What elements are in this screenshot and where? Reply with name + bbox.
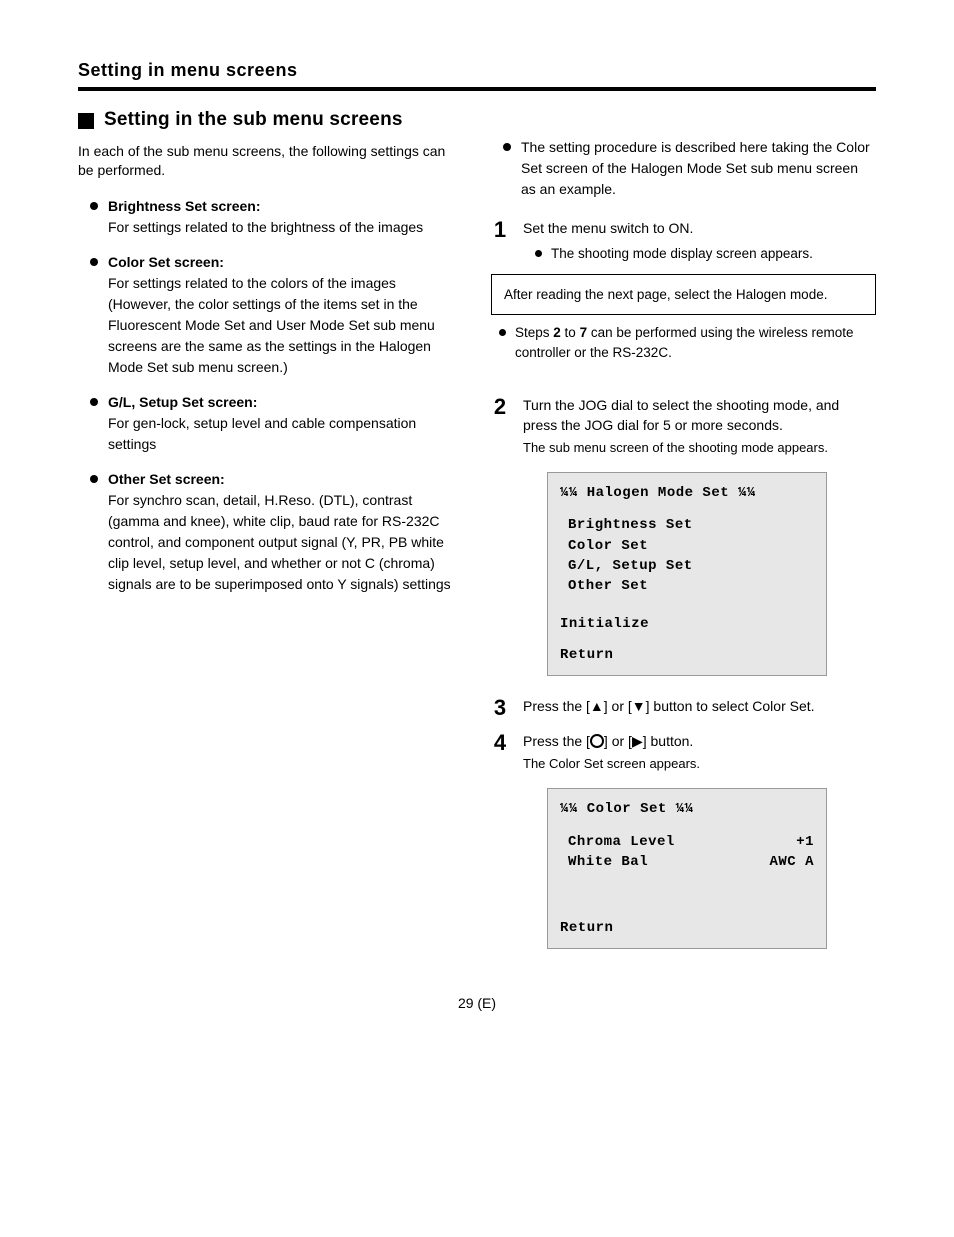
menu-return: Return (560, 645, 814, 665)
left-column: Setting in the sub menu screens In each … (78, 109, 463, 969)
after-note: Steps 2 to 7 can be performed using the … (491, 323, 876, 362)
right-column: The setting procedure is described here … (491, 109, 876, 969)
list-item: The setting procedure is described here … (503, 137, 876, 200)
menu-screen-color-set: ¼¼ Color Set ¼¼ Chroma Level +1 White Ba… (547, 788, 827, 949)
after-note-text: Steps 2 to 7 can be performed using the … (499, 323, 876, 362)
menu-item: Color Set (568, 536, 814, 556)
item-head: Brightness Set screen: (108, 198, 261, 214)
step-number: 3 (491, 697, 509, 719)
menu-item: Other Set (568, 576, 814, 596)
menu-key: Chroma Level (568, 832, 675, 852)
step-text: Press the [] or [▶] button. (523, 733, 693, 749)
list-item: Color Set screen: For settings related t… (90, 252, 463, 378)
item-head: Color Set screen: (108, 254, 224, 270)
list-item: Brightness Set screen: For settings rela… (90, 196, 463, 238)
step-2: 2 Turn the JOG dial to select the shooti… (491, 395, 876, 462)
context-text: The setting procedure is described here … (521, 139, 870, 197)
step-text: Set the menu switch to ON. (523, 220, 693, 236)
menu-item: G/L, Setup Set (568, 556, 814, 576)
menu-key: White Bal (568, 852, 648, 872)
menu-value: AWC A (769, 852, 814, 872)
rule (78, 87, 876, 91)
step-1: 1 Set the menu switch to ON. The shootin… (491, 218, 876, 264)
step-3: 3 Press the [▲] or [▼] button to select … (491, 696, 876, 719)
list-item: G/L, Setup Set screen: For gen-lock, set… (90, 392, 463, 455)
item-body: For settings related to the brightness o… (108, 219, 423, 235)
step-text: Turn the JOG dial to select the shooting… (523, 397, 839, 433)
context-bullet: The setting procedure is described here … (491, 137, 876, 200)
item-body: For gen-lock, setup level and cable comp… (108, 415, 416, 452)
menu-initialize: Initialize (560, 614, 814, 634)
note-box: After reading the next page, select the … (491, 274, 876, 316)
step-number: 4 (491, 732, 509, 754)
item-head: Other Set screen: (108, 471, 225, 487)
chapter-title: Setting in menu screens (78, 60, 876, 81)
menu-title: ¼¼ Color Set ¼¼ (560, 799, 814, 819)
item-head: G/L, Setup Set screen: (108, 394, 257, 410)
menu-caption: The Color Set screen appears. (523, 755, 876, 774)
menu-value: +1 (796, 832, 814, 852)
menu-title: ¼¼ Halogen Mode Set ¼¼ (560, 483, 814, 503)
item-body: For synchro scan, detail, H.Reso. (DTL),… (108, 492, 451, 592)
step-number: 1 (491, 219, 509, 241)
step-4: 4 Press the [] or [▶] button. The Color … (491, 731, 876, 778)
item-body: For settings related to the colors of th… (108, 275, 435, 375)
menu-caption: The sub menu screen of the shooting mode… (523, 439, 876, 458)
list-item: Other Set screen: For synchro scan, deta… (90, 469, 463, 595)
section-marker-icon (78, 113, 94, 129)
step-sub-text: The shooting mode display screen appears… (535, 244, 876, 264)
step-text: Press the [▲] or [▼] button to select Co… (523, 696, 876, 716)
step-number: 2 (491, 396, 509, 418)
menu-row: White Bal AWC A (560, 852, 814, 872)
menu-row: Chroma Level +1 (560, 832, 814, 852)
page-number: 29 (E) (78, 995, 876, 1011)
menu-item: Brightness Set (568, 515, 814, 535)
intro-text: In each of the sub menu screens, the fol… (78, 142, 463, 180)
menu-return: Return (560, 918, 814, 938)
menu-screen-halogen: ¼¼ Halogen Mode Set ¼¼ Brightness Set Co… (547, 472, 827, 676)
feature-list: Brightness Set screen: For settings rela… (78, 196, 463, 595)
section-title: Setting in the sub menu screens (104, 109, 403, 132)
